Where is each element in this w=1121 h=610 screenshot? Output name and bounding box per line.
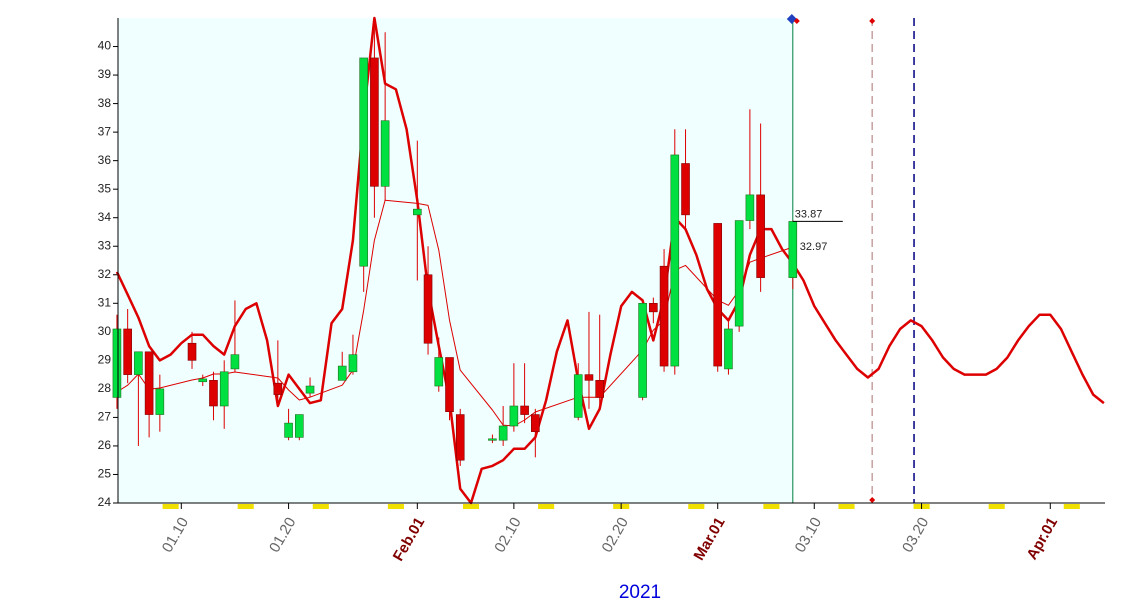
y-tick-label: 24 (98, 495, 112, 509)
candle-body (670, 154, 680, 367)
candle-body (413, 208, 422, 216)
candle-body (756, 194, 765, 278)
weekend-marker (538, 504, 555, 509)
y-tick-label: 26 (98, 438, 112, 452)
weekend-marker (1063, 504, 1080, 509)
candle-body (788, 221, 798, 278)
candle-body (155, 388, 165, 415)
candle-body (295, 414, 304, 438)
candle-body (520, 405, 529, 415)
candle-body (370, 57, 379, 187)
candle-body (734, 220, 744, 327)
y-tick-label: 31 (98, 295, 112, 309)
candle-body (649, 302, 658, 313)
y-tick-label: 25 (98, 467, 112, 481)
x-tick-label: 03.20 (899, 514, 932, 555)
candle-body (219, 371, 229, 407)
y-tick-label: 32 (98, 267, 112, 281)
y-tick-label: 29 (98, 353, 112, 367)
candle-body (713, 223, 723, 367)
x-tick-label: Feb.01 (390, 514, 428, 564)
candle-body (230, 354, 240, 370)
candle-body (423, 274, 433, 344)
history-region (118, 18, 793, 503)
y-tick-label: 28 (98, 381, 112, 395)
candle-body (445, 357, 454, 413)
weekend-marker (462, 504, 480, 509)
weekend-marker (387, 504, 404, 509)
y-tick-label: 37 (98, 124, 112, 138)
marker-diamond (869, 18, 876, 24)
candle-body (681, 163, 690, 216)
y-tick-label: 27 (98, 410, 112, 424)
candle-body (745, 194, 755, 221)
candle-body (498, 425, 508, 441)
line-series (115, 16, 1105, 505)
candle-body (509, 405, 519, 427)
candle-body (123, 328, 132, 375)
x-tick-label: 02.20 (599, 514, 632, 555)
candle-body (112, 328, 122, 398)
candle-body (724, 328, 733, 370)
y-tick-label: 40 (98, 39, 112, 53)
y-tick-label: 36 (98, 153, 112, 167)
y-tick-label: 30 (98, 324, 112, 338)
candle-body (198, 378, 208, 383)
candle-body (659, 265, 669, 367)
weekend-marker (237, 504, 254, 509)
weekend-marker (162, 504, 179, 509)
y-tick-label: 39 (98, 67, 112, 81)
candle-body (595, 380, 604, 398)
candle-body (348, 354, 358, 373)
marker-diamond (869, 497, 876, 503)
x-tick-label: 02.10 (491, 514, 524, 555)
candle-body (573, 374, 583, 418)
candle-body (273, 382, 283, 395)
x-tick-label: Mar.01 (691, 514, 729, 563)
candle-body (209, 380, 218, 407)
weekend-marker (688, 504, 705, 509)
weekend-marker (312, 504, 329, 509)
candle-body (284, 422, 293, 438)
y-tick-label: 34 (98, 210, 112, 224)
candle-body (359, 57, 368, 267)
y-tick-label: 35 (98, 181, 112, 195)
weekend-marker (838, 504, 855, 509)
candle-body (488, 438, 497, 441)
candle-body (305, 385, 315, 394)
candle-body (638, 302, 647, 398)
candle-body (455, 414, 465, 461)
candle-body (337, 365, 347, 381)
y-tick-label: 33 (98, 238, 112, 252)
candle-body (584, 374, 594, 381)
marker-diamond (793, 18, 800, 24)
x-tick-label: 01.20 (266, 514, 299, 555)
weekend-marker (763, 504, 780, 509)
x-tick-label: 03.10 (792, 514, 825, 555)
x-tick-label: 01.10 (159, 514, 192, 555)
x-tick-label: Apr.01 (1024, 514, 1062, 562)
candle-body (144, 351, 154, 415)
x-axis-label: 2021 (619, 582, 661, 603)
weekend-marker (988, 504, 1005, 509)
candle-body (531, 414, 540, 432)
annotation-label: 33.87 (795, 208, 823, 220)
y-tick-label: 38 (98, 96, 112, 110)
annotation-label: 32.97 (800, 241, 828, 253)
candle-body (134, 351, 143, 375)
candle-body (434, 357, 444, 387)
candle-body (380, 120, 390, 187)
candle-body (187, 342, 197, 361)
